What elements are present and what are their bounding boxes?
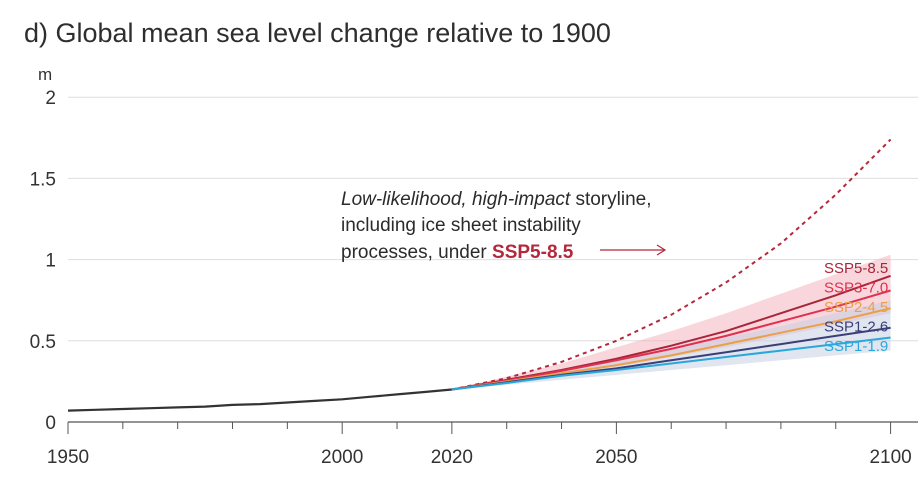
annotation-line-1-rest: storyline, [570, 189, 651, 210]
annotation-line-3: processes, under SSP5-8.5 [341, 242, 574, 263]
series-line [451, 336, 891, 391]
annotation-arrowhead [656, 244, 667, 256]
y-tick-label: 1 [45, 251, 56, 272]
series-lines [67, 138, 892, 412]
historical-line [67, 388, 452, 412]
legend-entry: SSP5-8.5 [824, 260, 888, 277]
y-axis-label: m [38, 65, 52, 84]
annotation-italic: Low-likelihood, high-impact [341, 189, 571, 210]
chart-title: d) Global mean sea level change relative… [24, 18, 611, 48]
y-axis: 0 0.5 1 1.5 2 [30, 88, 56, 434]
storyline-line [451, 138, 892, 391]
x-tick-label: 2020 [431, 447, 473, 468]
legend-entry: SSP2-4.5 [824, 299, 888, 316]
annotation-line-3-text: processes, under [341, 242, 492, 263]
annotation-line-1: Low-likelihood, high-impact storyline, [341, 189, 651, 210]
uncertainty-band [451, 300, 891, 390]
annotation-line-2: including ice sheet instability [341, 215, 581, 236]
series-line [451, 289, 891, 391]
legend: SSP5-8.5 SSP3-7.0 SSP2-4.5 SSP1-2.6 SSP1-1.9 [824, 260, 888, 355]
legend-entry: SSP3-7.0 [824, 280, 888, 297]
y-tick-label: 0.5 [30, 332, 56, 353]
x-tick-label: 2050 [595, 447, 637, 468]
x-axis: 1950 2000 2020 2050 2100 [47, 421, 918, 468]
legend-entry: SSP1-2.6 [824, 319, 888, 336]
x-tick-label: 2000 [321, 447, 363, 468]
storyline-annotation: Low-likelihood, high-impact storyline, i… [341, 189, 667, 263]
series-line [451, 307, 891, 391]
x-tick-label: 2100 [869, 447, 911, 468]
annotation-highlight: SSP5-8.5 [492, 242, 574, 263]
uncertainty-bands [451, 254, 891, 390]
x-tick-label: 1950 [47, 447, 89, 468]
legend-entry: SSP1-1.9 [824, 338, 888, 355]
y-tick-label: 0 [45, 413, 56, 434]
y-tick-label: 2 [45, 88, 56, 109]
y-tick-label: 1.5 [30, 169, 56, 190]
